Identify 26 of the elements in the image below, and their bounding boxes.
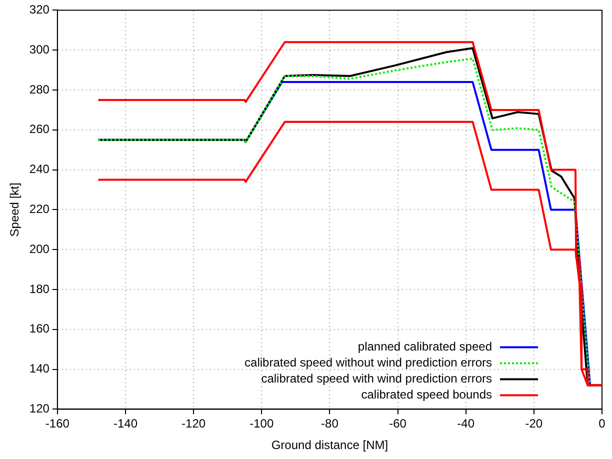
x-tick-label: -40 [457,416,475,431]
y-tick-label: 320 [29,2,50,17]
x-tick-label: -60 [389,416,407,431]
y-tick-label: 140 [29,362,50,376]
y-tick-label: 260 [29,122,50,136]
x-tick-label: -140 [113,416,138,431]
y-tick-label: 180 [29,282,50,296]
y-tick-label: 120 [29,402,50,416]
legend-label: calibrated speed with wind prediction errors [261,372,492,386]
x-tick-label: -100 [250,416,274,431]
x-tick-label: -120 [182,416,206,431]
y-tick-label: 200 [29,242,50,256]
x-axis-title: Ground distance [NM] [271,438,388,452]
legend-label: calibrated speed without wind prediction errors [244,356,492,370]
y-tick-label: 280 [29,82,50,96]
y-tick-label: 300 [29,42,50,56]
x-tick-label: -20 [525,416,543,431]
y-tick-label: 160 [29,322,50,336]
x-tick-label: -80 [321,416,339,431]
y-axis-title: Speed [kt] [8,182,22,237]
legend-label: planned calibrated speed [358,340,492,354]
y-tick-label: 220 [29,202,50,216]
x-tick-label: 0 [598,416,606,431]
legend-label: calibrated speed bounds [361,388,492,402]
x-tick-label: -160 [45,416,70,431]
y-tick-label: 240 [29,162,50,176]
